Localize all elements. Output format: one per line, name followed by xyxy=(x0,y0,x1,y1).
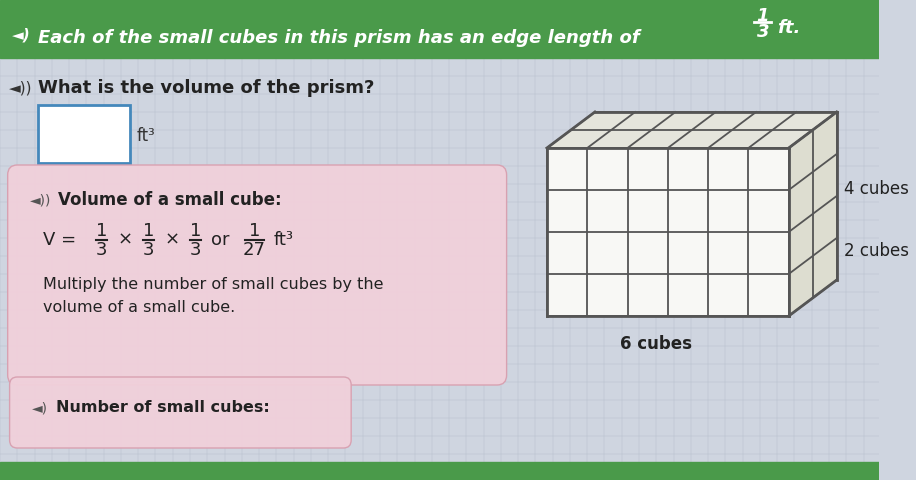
Text: Multiply the number of small cubes by the: Multiply the number of small cubes by th… xyxy=(43,277,384,292)
Text: 1: 1 xyxy=(143,222,155,240)
Text: 1: 1 xyxy=(757,7,769,25)
Text: ft.: ft. xyxy=(777,19,801,37)
Text: ft³: ft³ xyxy=(136,127,155,145)
Text: Volume of a small cube:: Volume of a small cube: xyxy=(58,191,281,209)
Text: volume of a small cube.: volume of a small cube. xyxy=(43,300,235,315)
Text: 3: 3 xyxy=(757,23,769,41)
Text: 4 cubes: 4 cubes xyxy=(845,180,910,198)
Text: 1: 1 xyxy=(248,222,260,240)
Text: ◄)): ◄)) xyxy=(29,193,51,207)
Text: or: or xyxy=(211,231,230,249)
Text: ◄)): ◄)) xyxy=(9,81,33,96)
Bar xyxy=(547,148,789,316)
Polygon shape xyxy=(789,112,836,316)
Text: 2 cubes: 2 cubes xyxy=(845,242,910,260)
Text: 1: 1 xyxy=(96,222,107,240)
FancyBboxPatch shape xyxy=(9,377,351,448)
Text: What is the volume of the prism?: What is the volume of the prism? xyxy=(38,79,375,97)
Text: 1: 1 xyxy=(190,222,202,240)
Text: Number of small cubes:: Number of small cubes: xyxy=(56,400,269,416)
Text: 6 cubes: 6 cubes xyxy=(620,335,692,353)
Text: V =: V = xyxy=(43,231,76,249)
Text: 3: 3 xyxy=(96,241,107,259)
Text: ×: × xyxy=(117,231,132,249)
Text: ×: × xyxy=(164,231,180,249)
Text: ◄): ◄) xyxy=(12,27,30,43)
FancyBboxPatch shape xyxy=(38,105,129,163)
Text: ft³: ft³ xyxy=(274,231,293,249)
Polygon shape xyxy=(0,0,878,58)
Text: Each of the small cubes in this prism has an edge length of: Each of the small cubes in this prism ha… xyxy=(38,29,640,47)
Text: 3: 3 xyxy=(143,241,155,259)
Text: ◄): ◄) xyxy=(32,401,49,415)
Polygon shape xyxy=(547,112,836,148)
Text: 27: 27 xyxy=(243,241,266,259)
FancyBboxPatch shape xyxy=(7,165,507,385)
Text: 3: 3 xyxy=(190,241,202,259)
Bar xyxy=(0,462,878,480)
